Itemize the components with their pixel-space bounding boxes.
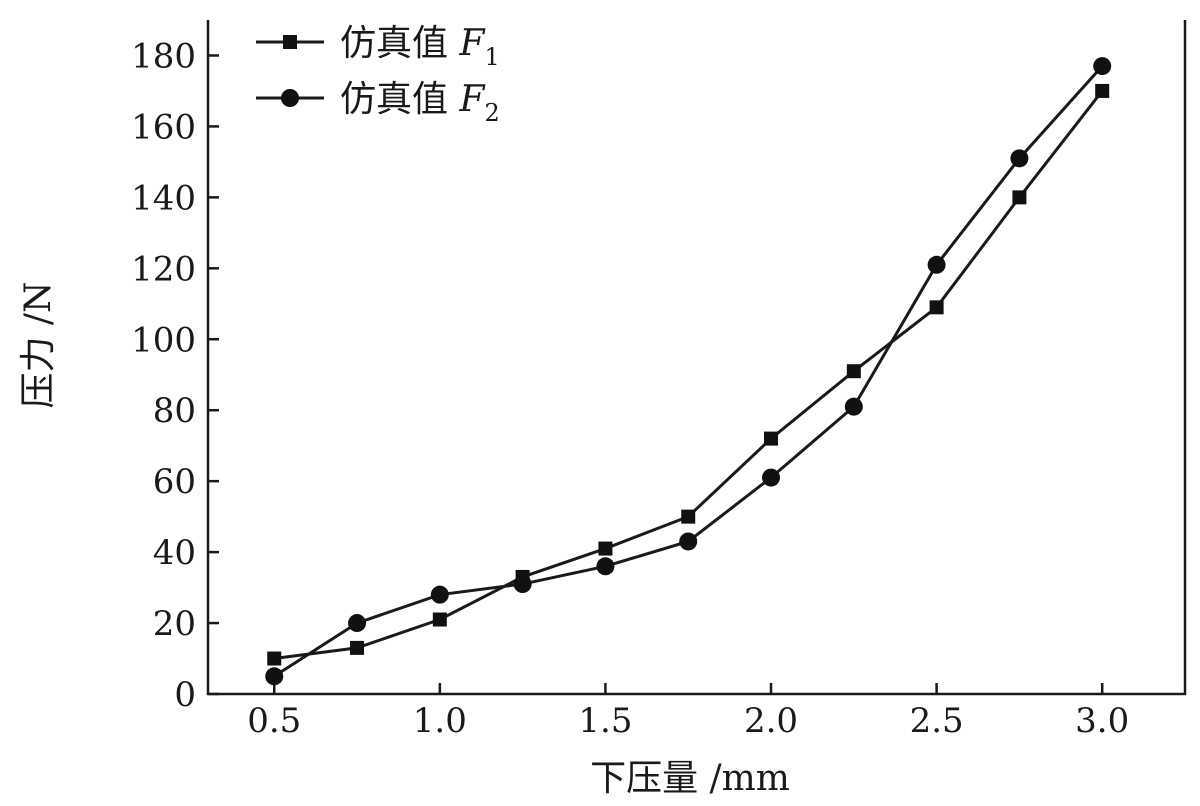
axes bbox=[206, 20, 1187, 696]
data-point-square bbox=[1012, 190, 1027, 205]
legend-subscript: 2 bbox=[484, 99, 499, 127]
y-tick-label: 160 bbox=[131, 107, 196, 147]
data-point-square bbox=[598, 541, 613, 556]
data-point-circle bbox=[513, 575, 532, 594]
legend-name: 仿真值 bbox=[340, 23, 459, 64]
legend-label: 仿真值 F2 bbox=[340, 79, 500, 127]
data-point-circle bbox=[844, 397, 863, 416]
y-tick-label: 100 bbox=[131, 320, 196, 360]
x-tick-label: 2.5 bbox=[910, 701, 964, 741]
legend-item-f1: 仿真值 F1 bbox=[256, 23, 500, 71]
data-point-square bbox=[681, 509, 696, 524]
x-ticks: 0.5 1.0 1.5 2.0 2.5 3.0 bbox=[247, 683, 1129, 741]
series-layer bbox=[265, 57, 1112, 686]
legend-item-f2: 仿真值 F2 bbox=[256, 79, 500, 127]
data-point-circle bbox=[1010, 149, 1029, 168]
x-tick-label: 1.5 bbox=[578, 701, 632, 741]
series-f1 bbox=[267, 83, 1110, 666]
y-ticks: 0 20 40 60 80 100 120 140 160 180 bbox=[131, 36, 219, 715]
series-f2 bbox=[265, 57, 1112, 686]
x-tick-label: 2.0 bbox=[744, 701, 798, 741]
y-tick-label: 140 bbox=[131, 178, 196, 218]
x-tick-label: 0.5 bbox=[247, 701, 301, 741]
data-point-circle bbox=[927, 255, 946, 274]
y-tick-label: 80 bbox=[153, 391, 196, 431]
y-tick-label: 0 bbox=[174, 675, 196, 715]
data-point-square bbox=[1095, 83, 1110, 98]
data-point-square bbox=[846, 364, 861, 379]
y-tick-label: 40 bbox=[153, 533, 196, 573]
data-point-square bbox=[929, 300, 944, 315]
legend-marker-circle bbox=[281, 89, 299, 107]
legend-marker-square bbox=[283, 35, 297, 49]
y-tick-label: 120 bbox=[131, 249, 196, 289]
series-line bbox=[273, 65, 1104, 678]
legend-label: 仿真值 F1 bbox=[340, 23, 500, 71]
legend-symbol: F bbox=[458, 79, 486, 120]
axis-frame bbox=[206, 20, 1187, 696]
legend-subscript: 1 bbox=[484, 43, 499, 71]
legend-symbol: F bbox=[458, 23, 486, 64]
x-axis-title: 下压量 /mm bbox=[590, 758, 790, 799]
y-axis-title: 压力 /N bbox=[18, 281, 59, 408]
data-point-circle bbox=[679, 532, 698, 551]
data-point-circle bbox=[265, 667, 284, 686]
data-point-square bbox=[350, 640, 365, 655]
data-point-circle bbox=[596, 557, 615, 576]
data-point-circle bbox=[348, 614, 367, 633]
y-tick-label: 180 bbox=[131, 36, 196, 76]
x-tick-label: 3.0 bbox=[1075, 701, 1129, 741]
data-point-circle bbox=[430, 585, 449, 604]
data-point-circle bbox=[762, 468, 781, 487]
data-point-square bbox=[432, 612, 447, 627]
y-tick-label: 60 bbox=[153, 462, 196, 502]
data-point-square bbox=[764, 431, 779, 446]
x-tick-label: 1.0 bbox=[413, 701, 467, 741]
y-tick-label: 20 bbox=[153, 604, 196, 644]
data-point-square bbox=[267, 651, 282, 666]
legend-name: 仿真值 bbox=[340, 79, 459, 120]
data-point-circle bbox=[1093, 57, 1112, 76]
series-line bbox=[274, 90, 1104, 661]
